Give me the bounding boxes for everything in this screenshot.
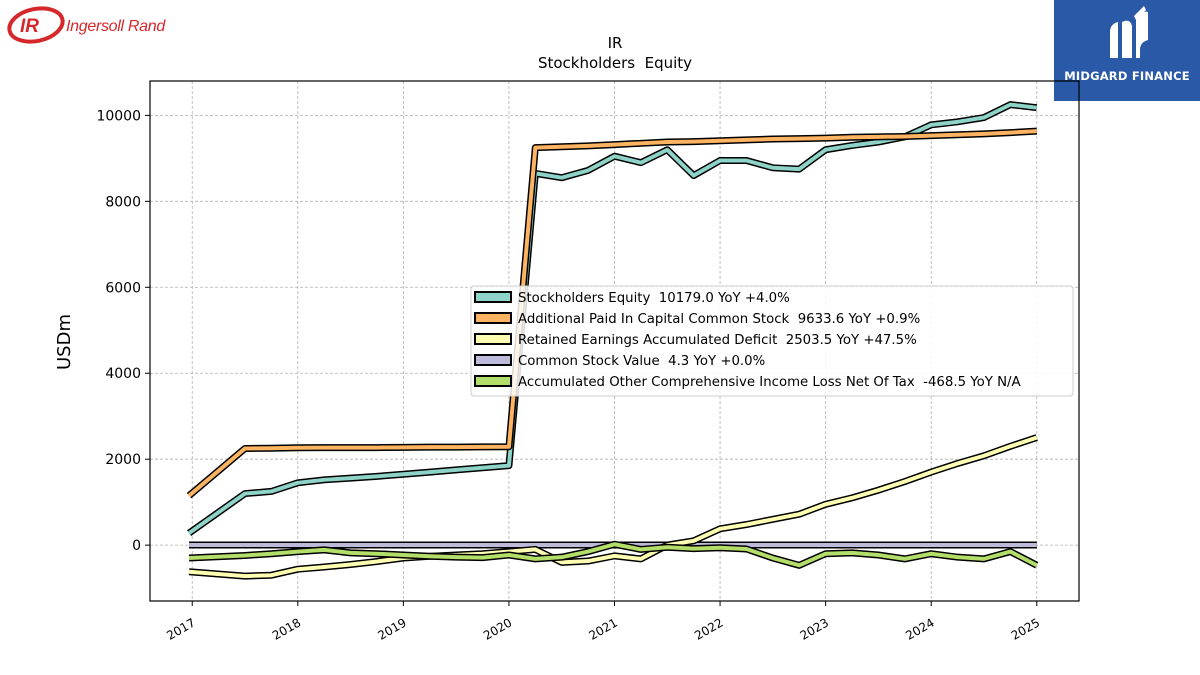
y-tick-label: 8000 [105,194,141,210]
x-tick-label: 2025 [1009,615,1042,642]
legend-entry: Additional Paid In Capital Common Stock … [518,312,920,327]
x-tick-label: 2018 [270,615,303,642]
series-line [188,542,1038,568]
y-tick-label: 6000 [105,280,141,296]
legend-entry: Stockholders Equity 10179.0 YoY +4.0% [518,291,790,306]
midgard-finance-logo: MIDGARD FINANCE [1054,0,1200,101]
legend-entry: Accumulated Other Comprehensive Income L… [518,375,1021,390]
chart-title: IR [608,34,623,52]
x-tick-label: 2021 [587,615,620,642]
svg-text:IR: IR [20,16,39,37]
series-line [187,129,1037,498]
x-tick-label: 2019 [375,615,408,642]
legend-swatch [474,375,512,387]
legend-entry: Common Stock Value 4.3 YoY +0.0% [518,354,765,369]
legend-entry: Retained Earnings Accumulated Deficit 25… [518,333,917,348]
x-axis: 2017 2018 2019 2020 2021 2022 2023 2024 2025 [164,601,1042,643]
x-tick-label: 2022 [692,615,725,642]
legend-swatch [474,354,512,366]
midgard-logo-icon [1110,6,1148,59]
series-line [188,435,1038,579]
legend-swatch [474,333,512,345]
ingersoll-rand-logo: IR Ingersoll Rand [6,4,181,46]
legend: Stockholders Equity 10179.0 YoY +4.0% Add… [470,285,1074,397]
y-axis-label: USDm [54,314,75,370]
legend-swatch [474,312,512,324]
midgard-finance-wordmark: MIDGARD FINANCE [1064,69,1190,83]
y-axis: 0 2000 4000 6000 8000 10000 [96,108,150,554]
ingersoll-rand-wordmark: Ingersoll Rand [66,18,165,35]
y-tick-label: 0 [132,538,141,554]
legend-box [470,285,1074,397]
y-tick-label: 4000 [105,366,141,382]
x-tick-label: 2023 [798,615,831,642]
series-layer [186,101,1039,580]
chart-subtitle: Stockholders Equity [538,54,692,72]
legend-swatch [474,291,512,303]
x-tick-label: 2020 [481,615,514,642]
y-tick-label: 10000 [96,108,141,124]
x-tick-label: 2017 [164,615,197,642]
ir-logo-icon: IR [7,6,65,44]
x-tick-label: 2024 [903,615,936,642]
y-tick-label: 2000 [105,452,141,468]
